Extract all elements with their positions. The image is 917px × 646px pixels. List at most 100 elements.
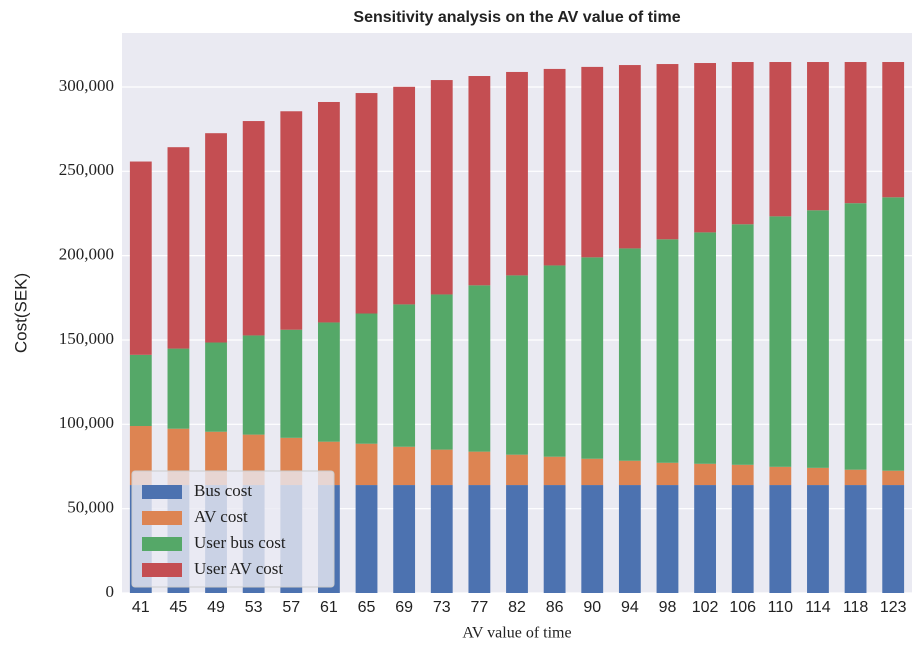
x-tick-label: 110 [768,599,794,616]
bar-segment [656,485,679,593]
bar-segment [731,485,754,593]
bar-segment [618,485,641,593]
bar-segment [618,248,641,461]
bar-segment [430,449,453,486]
bar-segment [769,485,792,593]
bar-segment [468,451,491,486]
bar-segment [844,62,867,204]
x-tick-label: 49 [207,599,225,616]
bar-segment [393,86,416,305]
x-tick-label: 98 [659,599,677,616]
bar-segment [882,197,905,471]
x-tick-label: 73 [433,599,451,616]
bar-segment [468,485,491,593]
bar-segment [167,348,190,429]
bar-segment [242,335,265,435]
bar-segment [280,111,303,330]
x-tick-label: 61 [320,599,338,616]
bar-segment [844,469,867,486]
bar-segment [506,485,528,593]
bar-segment [543,456,566,486]
bar-segment [543,68,566,266]
bar-segment [581,257,604,459]
bar-segment [694,463,717,486]
bar-segment [355,443,378,486]
y-tick-label: 300,000 [59,76,114,95]
x-tick-label: 65 [358,599,376,616]
bar-segment [769,466,792,486]
x-tick-label: 86 [546,599,564,616]
bar-segment [844,203,867,470]
bar-segment [430,485,453,593]
legend-label: AV cost [194,507,248,526]
bar-segment [393,485,416,593]
bar-segment [317,101,340,323]
x-tick-label: 123 [880,599,907,616]
y-tick-label: 100,000 [59,413,114,432]
x-tick-label: 57 [282,599,300,616]
bar-segment [317,322,340,442]
bar-segment [731,62,754,225]
bar-segment [882,485,905,593]
legend-label: User bus cost [194,533,286,552]
bar-segment [656,64,679,240]
bar-segment [129,426,152,486]
bar-segment [430,294,453,450]
y-tick-label: 250,000 [59,160,114,179]
x-tick-label: 114 [805,599,831,616]
bar-segment [769,62,792,217]
bar-segment [882,470,905,486]
bar-segment [807,485,829,593]
bar-segment [543,265,566,457]
bar-segment [618,460,641,486]
bar-segment [694,63,717,233]
legend-swatch [142,563,182,577]
y-tick-label: 0 [106,582,115,601]
legend-label: Bus cost [194,481,252,500]
x-tick-label: 45 [170,599,188,616]
x-axis-label: AV value of time [462,625,571,642]
bar-segment [506,275,528,455]
bar-segment [468,285,491,452]
legend-swatch [142,485,182,499]
x-tick-label: 90 [583,599,601,616]
bar-segment [731,464,754,486]
y-tick-label: 150,000 [59,329,114,348]
bar-segment [468,76,491,286]
bar-segment [694,232,717,464]
y-axis-label: Cost(SEK) [11,273,30,353]
bar-segment [430,80,453,295]
x-tick-label: 94 [621,599,639,616]
x-tick-label: 118 [843,599,869,616]
bar-segment [844,485,867,593]
x-tick-label: 106 [729,599,756,616]
x-tick-label: 69 [395,599,413,616]
bars [129,62,905,593]
bar-segment [581,458,604,486]
bar-segment [355,485,378,593]
bar-segment [393,304,416,447]
x-tick-label: 77 [470,599,488,616]
bar-segment [694,485,717,593]
bar-segment [731,224,754,465]
legend-label: User AV cost [194,559,283,578]
bar-segment [543,485,566,593]
bar-segment [581,485,604,593]
bar-segment [807,210,829,468]
bar-segment [506,454,528,486]
bar-segment [656,462,679,486]
legend-swatch [142,511,182,525]
bar-segment [280,329,303,438]
bar-segment [882,62,905,198]
bar-segment [355,313,378,444]
chart-title: Sensitivity analysis on the AV value of … [353,9,680,26]
x-tick-label: 53 [245,599,263,616]
bar-segment [618,65,641,249]
bar-segment [581,66,604,258]
x-tick-label: 41 [132,599,150,616]
bar-segment [807,62,829,211]
y-tick-label: 200,000 [59,245,114,264]
bar-segment [242,121,265,336]
